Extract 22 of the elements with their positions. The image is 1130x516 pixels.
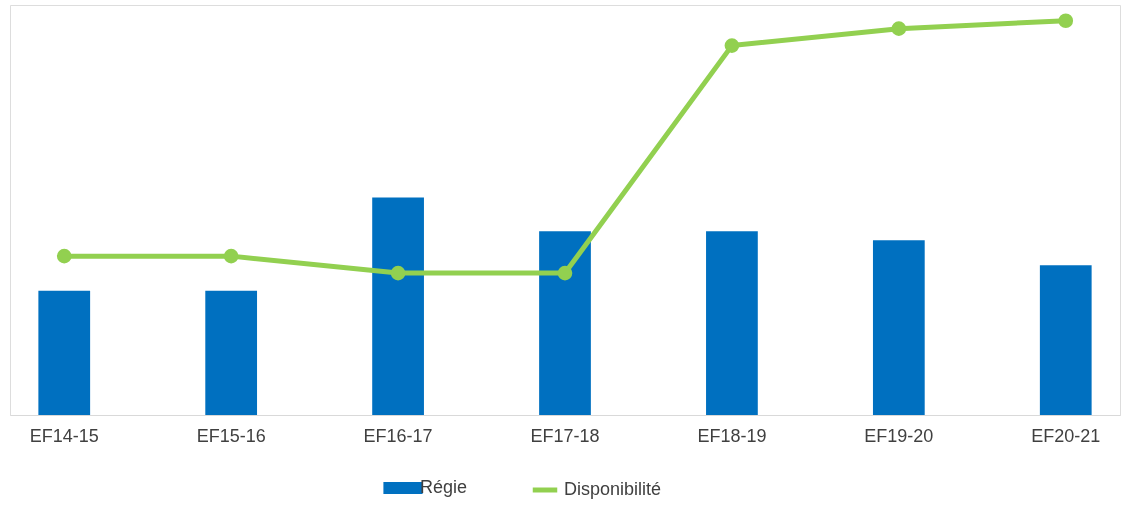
x-tick-label: EF17-18	[530, 425, 600, 446]
bar	[205, 290, 258, 415]
x-tick-label: EF20-21	[1031, 425, 1101, 446]
legend-label: Disponibilité	[564, 479, 662, 499]
x-tick-label: EF14-15	[29, 425, 99, 446]
point	[56, 248, 72, 264]
bar	[539, 231, 591, 415]
point	[891, 21, 907, 36]
x-tick-label: EF15-16	[196, 425, 266, 446]
bar	[872, 240, 925, 415]
point	[724, 38, 740, 53]
point	[1058, 13, 1074, 29]
x-tick-label: EF18-19	[697, 425, 767, 446]
point	[223, 248, 239, 264]
bar	[1039, 265, 1092, 415]
x-tick-label: EF16-17	[363, 425, 433, 446]
bar	[38, 290, 91, 415]
bar	[372, 197, 424, 415]
point	[557, 265, 573, 281]
point	[390, 265, 406, 281]
bar	[706, 231, 758, 415]
x-tick-label: EF19-20	[864, 425, 934, 446]
